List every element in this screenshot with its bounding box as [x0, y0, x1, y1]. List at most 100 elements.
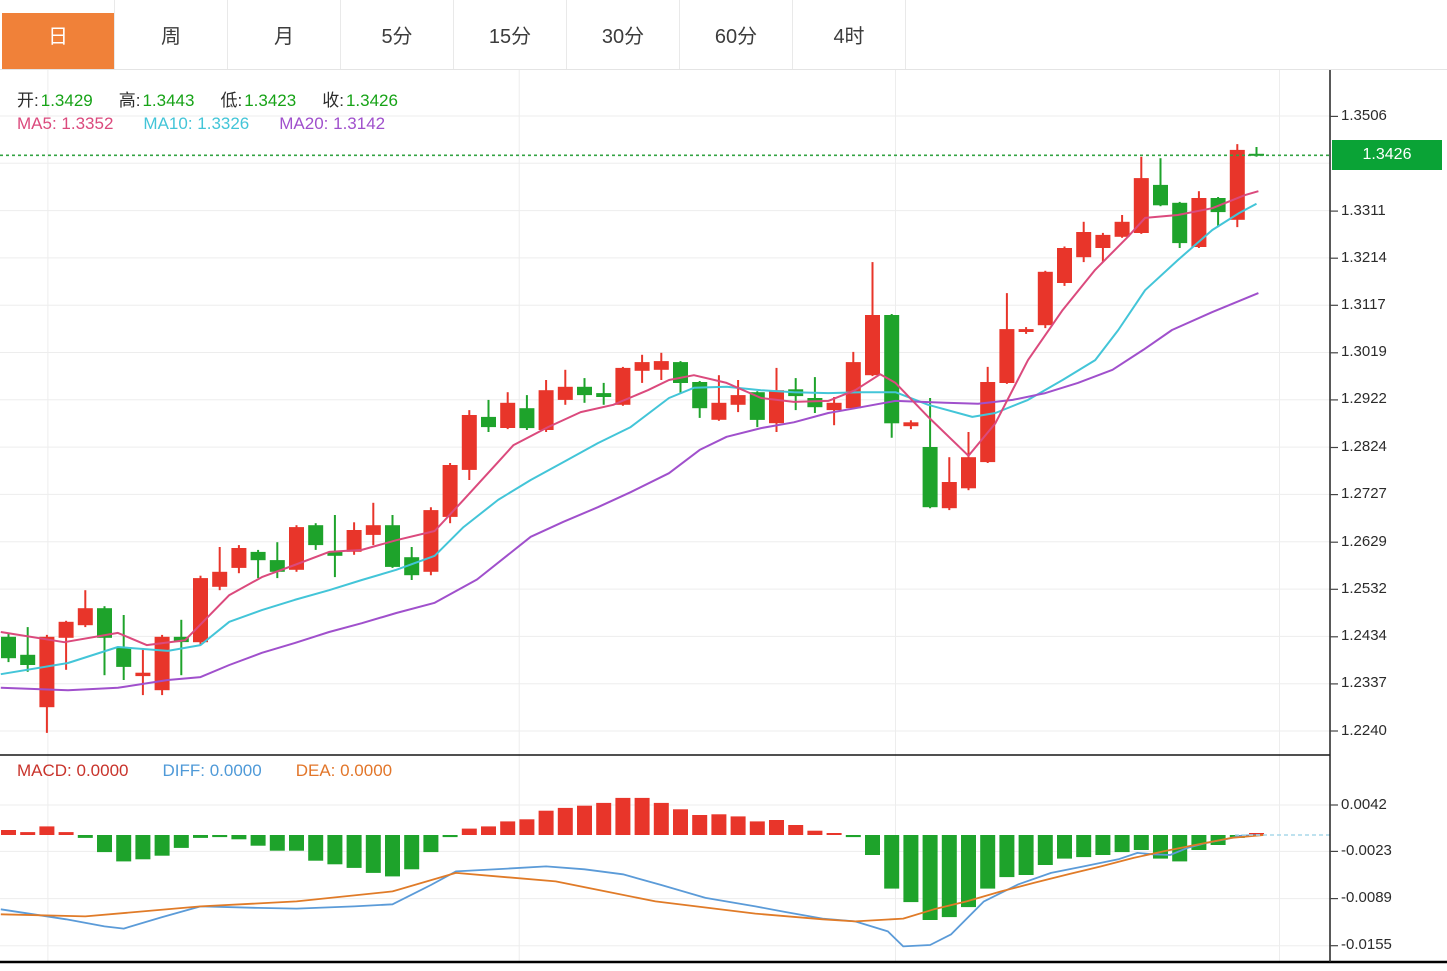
ma5-line — [0, 190, 1259, 647]
candle-body — [769, 390, 784, 424]
ohlc-label: 低: — [220, 91, 243, 110]
candle-body — [250, 551, 266, 561]
macd-bar — [385, 835, 400, 877]
candle-body — [1153, 184, 1168, 206]
price-tick-label: 1.2727 — [1341, 485, 1387, 503]
candle-body — [557, 386, 573, 400]
macd-bar — [653, 802, 669, 835]
macd-bar — [212, 835, 228, 838]
macd-bar — [673, 809, 688, 835]
macd-bar — [845, 835, 861, 838]
tab-period-6[interactable]: 60分 — [680, 0, 793, 69]
price-tick-label: 1.2629 — [1341, 532, 1387, 550]
macd-bar — [634, 797, 650, 835]
candle-body — [730, 395, 746, 405]
macd-bar — [500, 821, 516, 835]
candle-body — [596, 393, 612, 397]
macd-bar — [193, 835, 208, 838]
ohlc-value: 1.3429 — [40, 91, 93, 110]
candle-body — [634, 362, 650, 371]
candle-body — [1057, 248, 1072, 283]
tab-period-0[interactable]: 日 — [2, 0, 115, 69]
candle-body — [749, 392, 765, 420]
candle-body — [673, 362, 688, 383]
candle-body — [39, 636, 55, 708]
candle-body — [404, 557, 420, 576]
price-tick-label: 1.2337 — [1341, 674, 1387, 692]
price-tick-label: 1.3311 — [1341, 201, 1386, 219]
candle-body — [1, 636, 16, 659]
candle-body — [538, 390, 554, 430]
macd-bar — [730, 816, 746, 835]
candle-body — [481, 416, 496, 428]
macd-bar — [346, 835, 362, 868]
candle-body — [116, 647, 132, 667]
price-tick-label: 1.3506 — [1341, 106, 1387, 124]
tab-period-4[interactable]: 15分 — [454, 0, 567, 69]
price-tick-label: 1.2240 — [1341, 721, 1387, 739]
macd-bar — [711, 814, 727, 835]
candle-body — [1018, 329, 1034, 332]
ma-legend: MA5: 1.3352 MA10: 1.3326 MA20: 1.3142 — [17, 114, 415, 134]
dea-line — [0, 834, 1265, 923]
candle-body — [519, 408, 535, 429]
macd-bar — [615, 797, 631, 835]
macd-bar — [884, 835, 900, 889]
candle-body — [423, 510, 439, 572]
macd-bar — [20, 832, 36, 835]
price-tick-label: 1.2824 — [1341, 438, 1387, 455]
macd-bar — [231, 835, 247, 840]
candle-body — [327, 551, 343, 556]
price-tick-label: 1.3019 — [1341, 343, 1387, 361]
price-tick-label: 1.3214 — [1341, 248, 1387, 266]
macd-bar — [58, 832, 74, 835]
macd-bar — [788, 825, 804, 835]
macd-legend-item: DEA: 0.0000 — [295, 761, 393, 780]
macd-bar — [250, 835, 266, 846]
macd-bar — [1095, 835, 1111, 855]
tab-period-1[interactable]: 周 — [115, 0, 228, 69]
last-price-tag: 1.3426 — [1332, 140, 1442, 171]
macd-bar — [289, 835, 304, 851]
tab-period-7[interactable]: 4时 — [793, 0, 906, 69]
macd-bar — [980, 835, 996, 889]
ohlc-legend: 开: 1.3429 高: 1.3443 低: 1.3423 收: 1.3426 — [17, 86, 424, 111]
macd-bar — [154, 835, 170, 856]
macd-bar — [903, 835, 919, 903]
candle-body — [692, 382, 708, 409]
candle-body — [269, 560, 285, 572]
macd-bar — [1114, 835, 1130, 853]
ohlc-label: 收: — [322, 91, 344, 110]
macd-bar — [327, 835, 343, 865]
ma10-line — [0, 202, 1257, 676]
macd-bar — [423, 835, 439, 853]
candle-body — [615, 367, 631, 405]
candle-body — [1172, 202, 1188, 244]
candle-body — [346, 530, 362, 552]
candle-body — [922, 447, 938, 508]
macd-legend: MACD: 0.0000 DIFF: 0.0000 DEA: 0.0000 — [17, 761, 426, 781]
candle-body — [1095, 234, 1111, 248]
ohlc-label: 高: — [118, 91, 141, 110]
macd-bar — [173, 835, 189, 848]
macd-bar — [692, 815, 708, 835]
candle-body — [1191, 198, 1207, 247]
candle-body — [1229, 149, 1245, 220]
candle-body — [577, 386, 592, 396]
candle-body — [231, 548, 247, 568]
macd-bar — [941, 835, 957, 918]
tab-period-5[interactable]: 30分 — [567, 0, 680, 69]
price-tick-label: 1.3117 — [1341, 295, 1386, 313]
macd-bar — [557, 807, 573, 835]
tab-period-3[interactable]: 5分 — [341, 0, 454, 69]
tab-period-2[interactable]: 月 — [228, 0, 341, 69]
candle-body — [193, 578, 208, 643]
macd-tick-label: 0.0042 — [1341, 795, 1387, 813]
macd-bar — [308, 835, 324, 861]
macd-bar — [116, 835, 132, 862]
macd-bar — [481, 826, 496, 835]
macd-bar — [1037, 835, 1053, 865]
macd-bar — [577, 805, 592, 835]
macd-bar — [1018, 835, 1034, 875]
